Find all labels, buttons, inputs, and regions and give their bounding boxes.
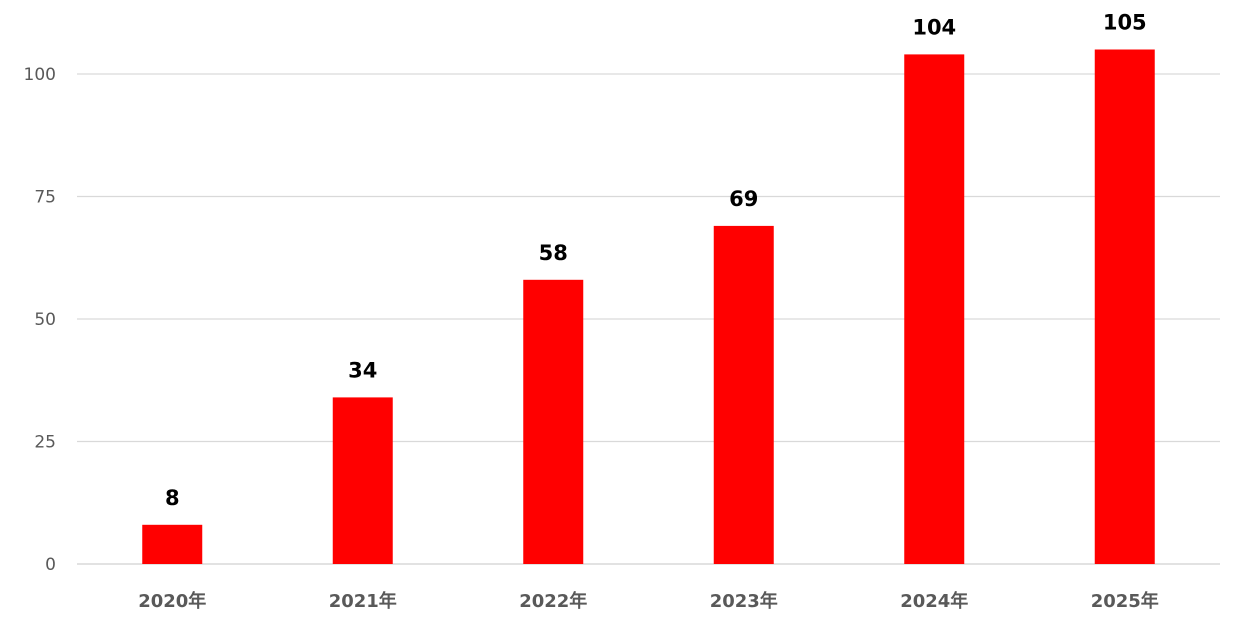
- bar: [332, 397, 393, 564]
- data-label: 105: [1103, 11, 1147, 35]
- y-tick-label: 100: [24, 65, 56, 85]
- bars: [142, 49, 1155, 565]
- x-tick-label: 2022年: [519, 590, 587, 612]
- x-tick-label: 2021年: [329, 590, 397, 612]
- data-label: 58: [539, 241, 568, 265]
- x-tick-label: 2023年: [710, 590, 778, 612]
- bar: [142, 524, 203, 564]
- data-labels: 8 34 58 69 104 105: [165, 11, 1147, 510]
- bar: [523, 279, 584, 564]
- y-tick-label: 25: [34, 433, 56, 453]
- data-label: 69: [729, 187, 758, 211]
- x-axis-ticks: 2020年 2021年 2022年 2023年 2024年 2025年: [138, 590, 1159, 612]
- gridlines: [77, 73, 1220, 565]
- y-tick-label: 0: [45, 555, 56, 575]
- x-tick-label: 2024年: [900, 590, 968, 612]
- bar: [713, 225, 774, 564]
- bar: [1094, 49, 1155, 564]
- x-tick-label: 2020年: [138, 590, 206, 612]
- y-tick-label: 75: [34, 188, 56, 208]
- x-tick-label: 2025年: [1091, 590, 1159, 612]
- y-tick-label: 50: [34, 310, 56, 330]
- data-label: 104: [912, 15, 956, 39]
- data-label: 34: [348, 358, 377, 382]
- y-axis-ticks: 0 25 50 75 100: [24, 65, 56, 575]
- data-label: 8: [165, 486, 180, 510]
- bar: [904, 54, 965, 565]
